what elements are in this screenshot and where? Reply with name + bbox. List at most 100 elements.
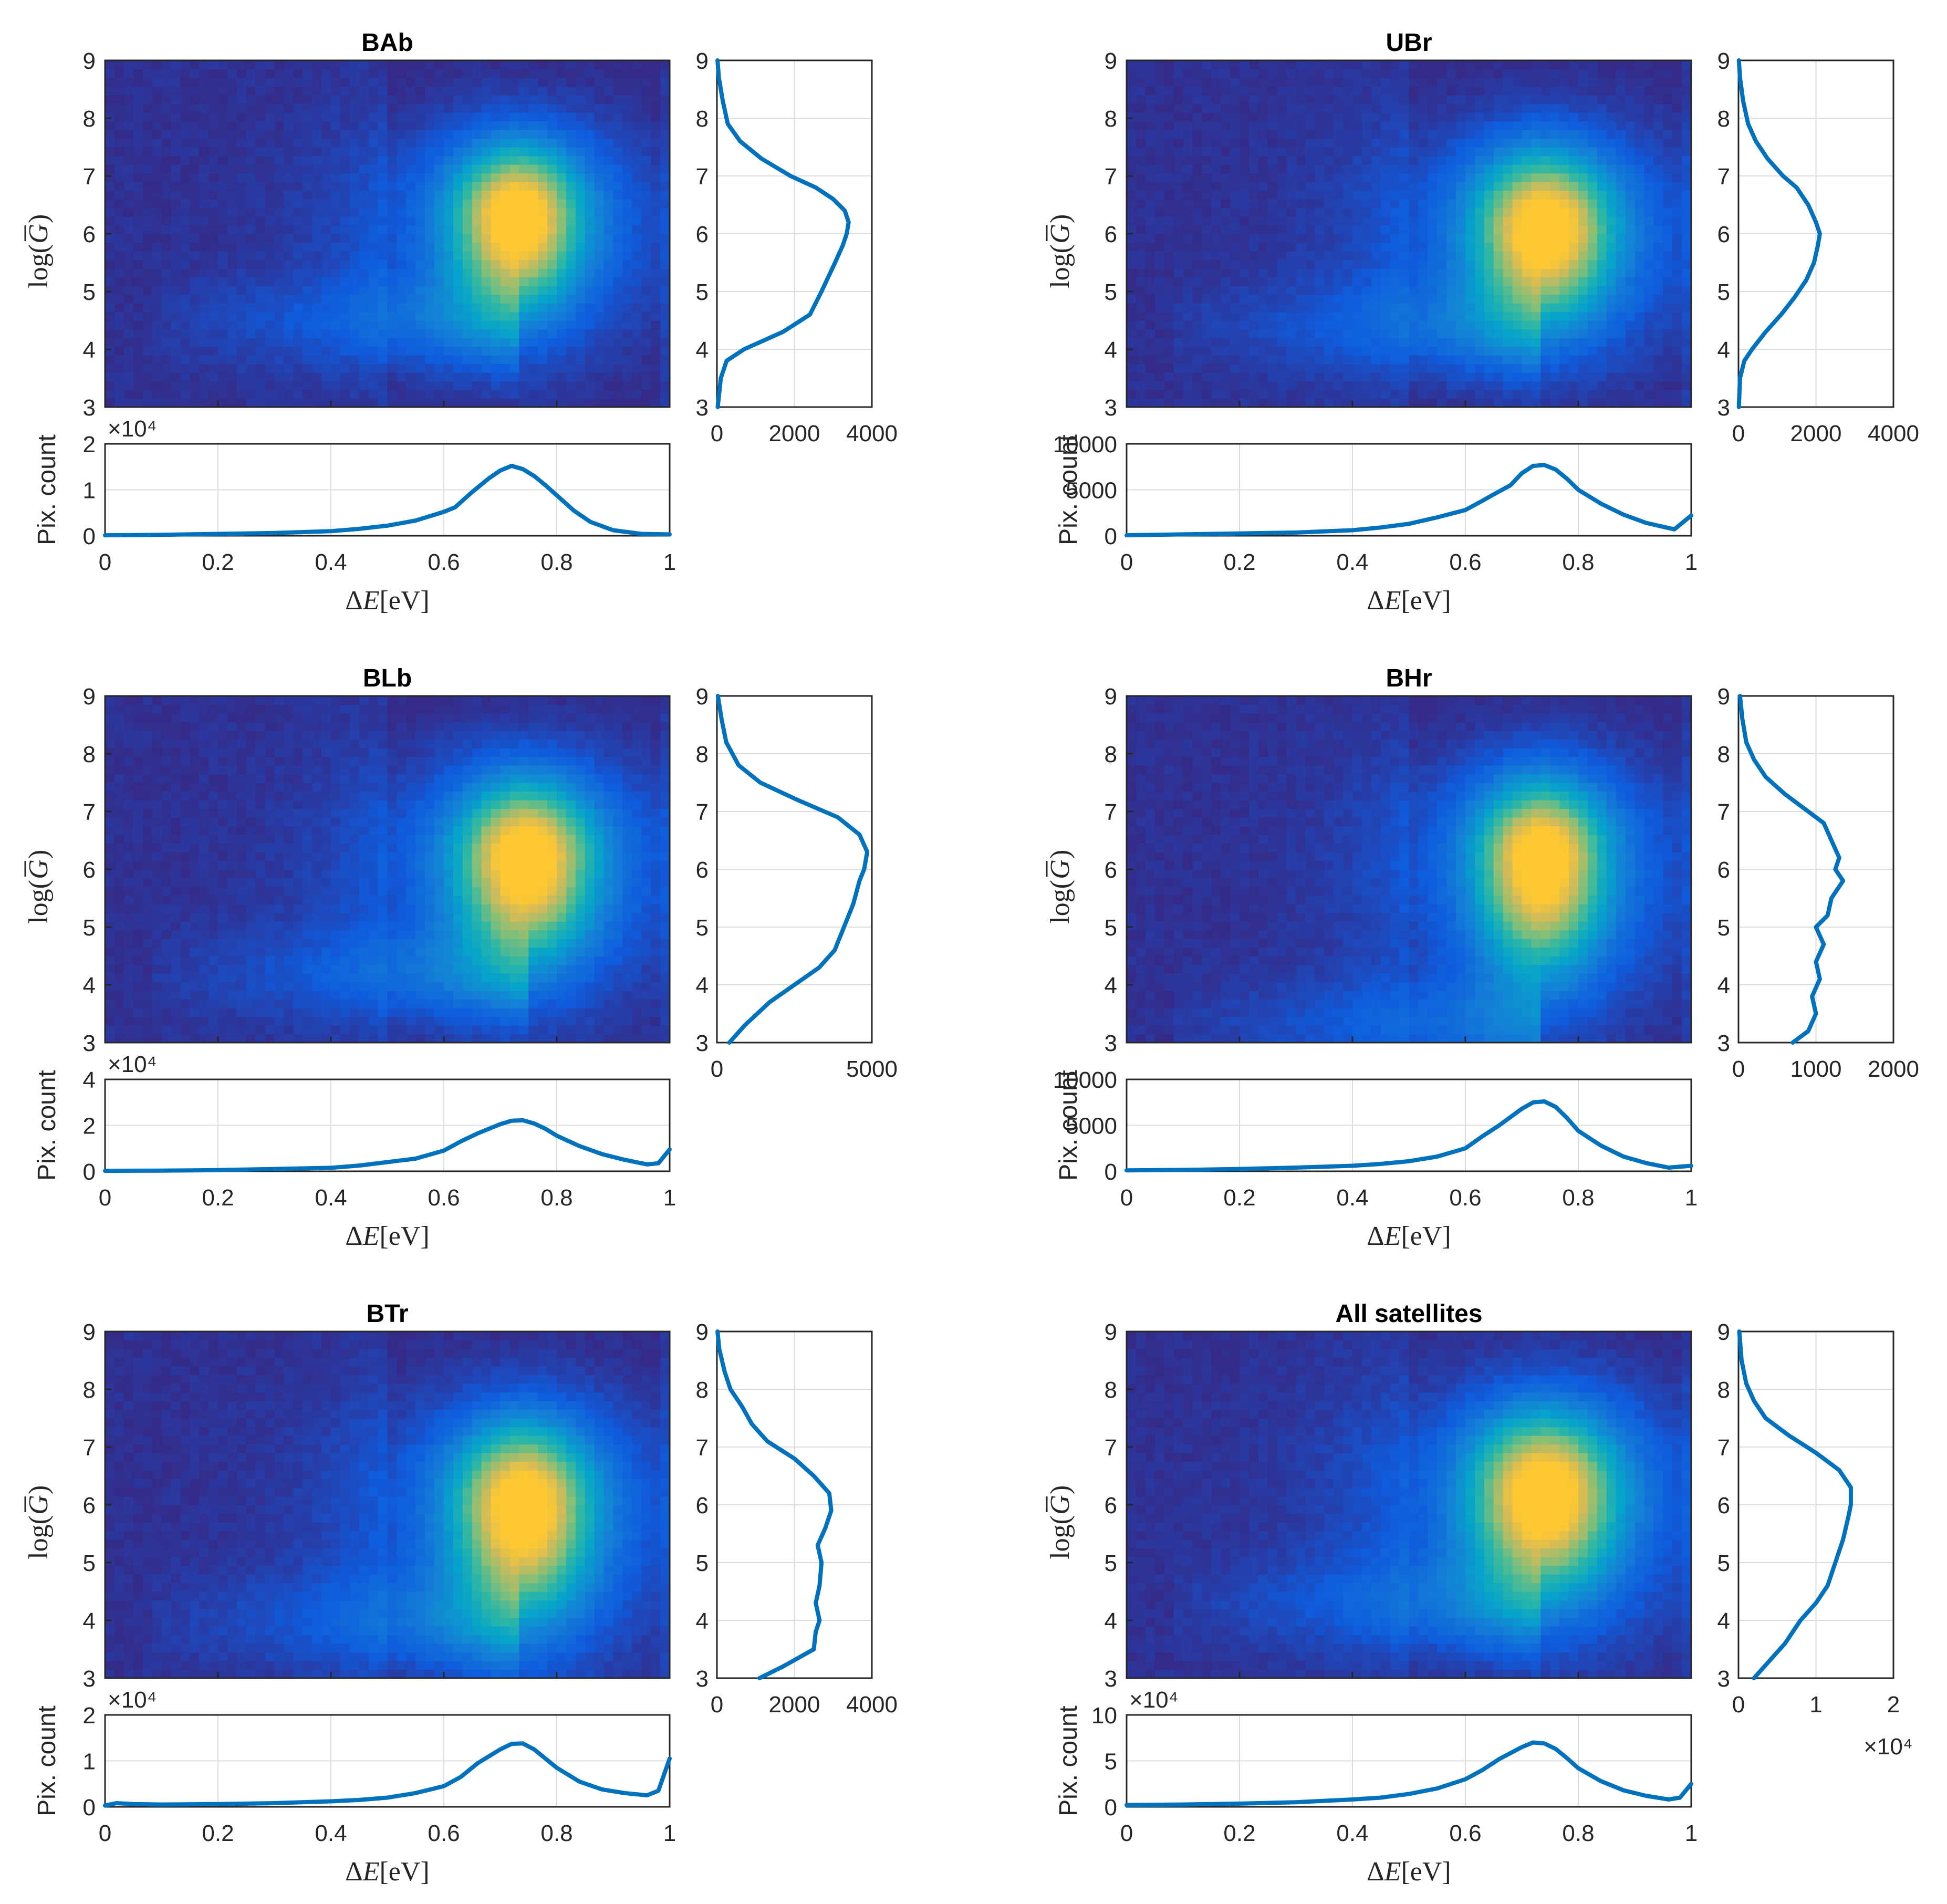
chart-0-ytick-label: 5 <box>83 279 96 305</box>
chart-5-ylabel-symbol: G <box>1045 1495 1075 1515</box>
chart-2-right-ytick-label: 5 <box>696 915 709 941</box>
chart-3-xlabel-symbol: E <box>1384 1221 1401 1251</box>
chart-0-xlabel: ΔE[eV] <box>345 586 429 616</box>
chart-5-xlabel-delta: Δ <box>1367 1857 1384 1887</box>
chart-3: 3 4 5 6 7 8 9 BHr log(G) 0 1000 2000 3 4 5 6 7 8 9 0 0.2 0.4 0… <box>1045 664 1919 1251</box>
chart-4-right-xtick-label: 4000 <box>846 1692 898 1718</box>
chart-1-bottom-ylabel-group: Pix. count <box>1055 434 1082 545</box>
chart-4-ytick-label: 9 <box>83 1319 96 1345</box>
chart-5-bottom-xtick-label: 0.2 <box>1223 1820 1255 1846</box>
chart-3-bottom-ytick-label: 5000 <box>1066 1114 1117 1139</box>
chart-2-xlabel-symbol: E <box>362 1221 380 1251</box>
chart-0-bottom-ytick-label: 2 <box>83 432 96 457</box>
chart-2-bottom-xtick-label: 0.4 <box>315 1185 347 1211</box>
chart-1-right-curve <box>1736 58 1822 409</box>
chart-1-bottom-ytick-label: 5000 <box>1066 478 1117 504</box>
chart-5-ylabel-close: ) <box>1045 1485 1075 1494</box>
chart-4-bottom-xtick-label: 0.8 <box>540 1820 572 1846</box>
chart-0-bottom-xtick-label: 0.4 <box>315 549 347 575</box>
chart-3-ytick-label: 4 <box>1105 973 1117 998</box>
chart-2-bottom-xtick-label: 0.6 <box>428 1185 460 1211</box>
chart-4-bottom-ytick-label: 1 <box>83 1749 96 1775</box>
chart-3-right-ytick-label: 5 <box>1717 915 1730 941</box>
chart-2-right-ytick-label: 9 <box>696 684 709 710</box>
chart-5-right-ytick-label: 9 <box>1717 1319 1730 1345</box>
chart-4-ytick-label: 3 <box>83 1666 96 1692</box>
chart-2-bottom-frame <box>104 1078 671 1172</box>
chart-5-bottom-ylabel: Pix. count <box>1055 1705 1082 1816</box>
chart-0-bottom-multiplier: ×10⁴ <box>108 416 157 442</box>
chart-3-ytick-label: 5 <box>1105 915 1117 941</box>
chart-4-right-ytick-label: 8 <box>696 1377 709 1403</box>
chart-1-bottom-xtick-label: 0.8 <box>1562 549 1594 575</box>
chart-5-right-xtick-label: 2 <box>1887 1692 1900 1718</box>
chart-4-bottom-xtick-label: 0.6 <box>428 1820 460 1846</box>
chart-0-bottom-frame <box>104 443 671 537</box>
chart-1-right-ytick-label: 6 <box>1717 222 1730 247</box>
chart-3-bottom-curve <box>1125 1099 1693 1173</box>
chart-5-bottom-multiplier: ×10⁴ <box>1129 1687 1179 1713</box>
chart-2-title: BLb <box>363 664 412 692</box>
chart-2-ylabel-symbol: G <box>24 859 54 879</box>
chart-1-right-ytick-label: 8 <box>1717 106 1730 132</box>
chart-2-bottom-multiplier: ×10⁴ <box>108 1052 157 1077</box>
chart-5-bottom-xtick-label: 0 <box>1120 1820 1133 1846</box>
chart-0-heatmap <box>105 60 670 408</box>
chart-2-ylabel: log(G) <box>24 850 54 924</box>
chart-5-right-ytick-label: 5 <box>1717 1551 1730 1576</box>
chart-2-xlabel: ΔE[eV] <box>345 1221 429 1251</box>
chart-3-bottom-ytick-label: 10000 <box>1053 1067 1117 1093</box>
chart-3-right-ytick-label: 6 <box>1717 857 1730 883</box>
chart-4-right-xtick-label: 0 <box>711 1692 723 1718</box>
chart-2-right-frame <box>716 695 873 1044</box>
chart-2-ylabel-close: ) <box>24 850 54 859</box>
chart-0-bottom-curve <box>103 464 672 538</box>
chart-0-ylabel-symbol: G <box>24 224 54 244</box>
chart-2-xlabel-unit: [eV] <box>379 1221 429 1251</box>
chart-1-ylabel-text: log( <box>1045 244 1075 288</box>
chart-1-right-frame <box>1737 59 1894 408</box>
chart-0-bottom-ylabel-group: Pix. count <box>33 434 61 545</box>
chart-5-right-ytick-label: 3 <box>1717 1666 1730 1692</box>
chart-4-bottom-xtick-label: 1 <box>663 1820 676 1846</box>
chart-4-bottom-xtick-label: 0.4 <box>315 1820 347 1846</box>
chart-1-bottom-ylabel: Pix. count <box>1055 434 1082 545</box>
chart-1-ytick-label: 6 <box>1105 222 1117 247</box>
chart-4-ytick-label: 7 <box>83 1435 96 1461</box>
chart-4-xlabel-delta: Δ <box>345 1857 362 1887</box>
chart-4-bottom-ytick-label: 0 <box>83 1795 96 1820</box>
chart-3-bottom-ytick-label: 0 <box>1105 1159 1117 1185</box>
chart-1-bottom-xtick-label: 0.2 <box>1223 549 1255 575</box>
chart-4-right-ytick-label: 9 <box>696 1319 709 1345</box>
chart-0-right-xtick-label: 4000 <box>846 421 898 446</box>
chart-5-right-ytick-label: 7 <box>1717 1435 1730 1461</box>
chart-0-xlabel-unit: [eV] <box>379 586 429 616</box>
chart-0-bottom-xtick-label: 0.2 <box>202 549 234 575</box>
chart-3-right-ytick-label: 9 <box>1717 684 1730 710</box>
chart-1-ylabel-symbol: G <box>1045 224 1075 244</box>
chart-0-right-ytick-label: 4 <box>696 337 709 363</box>
chart-0-ylabel-close: ) <box>24 214 54 223</box>
chart-3-title: BHr <box>1386 664 1432 692</box>
chart-1-bottom-ytick-label: 0 <box>1105 524 1117 549</box>
chart-3-ylabel: log(G) <box>1045 850 1075 924</box>
chart-3-ytick-label: 9 <box>1105 684 1117 710</box>
chart-3-ylabel-symbol: G <box>1045 859 1075 879</box>
chart-0-ytick-label: 4 <box>83 337 96 363</box>
chart-3-bottom-xtick-label: 0.2 <box>1223 1185 1255 1211</box>
chart-5-xlabel: ΔE[eV] <box>1367 1857 1451 1887</box>
chart-5-title: All satellites <box>1335 1300 1482 1328</box>
chart-4-xlabel-symbol: E <box>362 1857 380 1887</box>
chart-4-bottom-multiplier: ×10⁴ <box>108 1687 157 1713</box>
chart-4-bottom-curve <box>103 1741 672 1808</box>
chart-3-heatmap <box>1127 696 1692 1043</box>
chart-3-right-ytick-label: 4 <box>1717 973 1730 998</box>
chart-5-right-multiplier: ×10⁴ <box>1863 1734 1913 1760</box>
chart-5-bottom-curve <box>1125 1740 1693 1807</box>
chart-3-right-ytick-label: 7 <box>1717 799 1730 825</box>
chart-2-bottom-xtick-label: 0 <box>99 1185 111 1211</box>
chart-1-right-ytick-label: 9 <box>1717 48 1730 74</box>
chart-1-bottom-xtick-label: 0.4 <box>1336 549 1368 575</box>
chart-0: 3 4 5 6 7 8 9 BAb log(G) 0 2000 4000 3 4 5 6 7 8 9 0 0.2 0.4 0… <box>24 29 898 616</box>
